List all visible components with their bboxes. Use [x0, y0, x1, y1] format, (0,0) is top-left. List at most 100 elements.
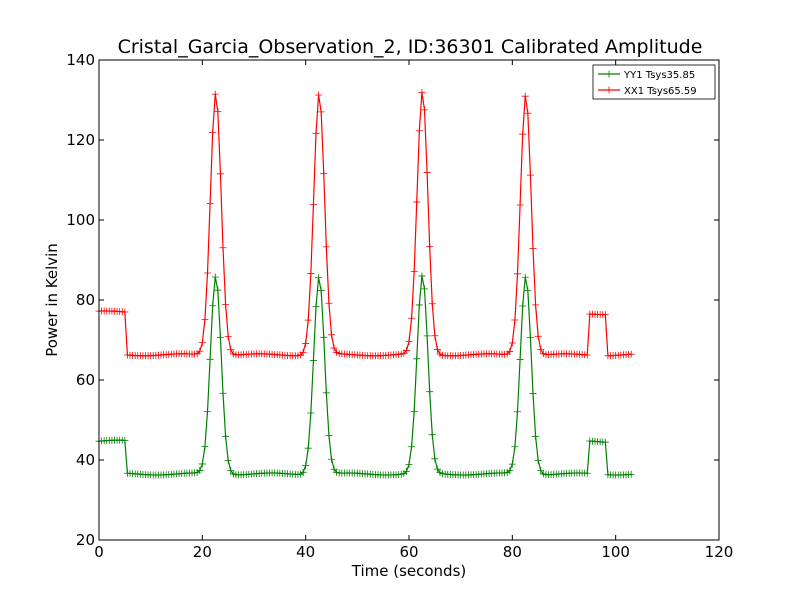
data-point: [299, 468, 307, 476]
data-point: [302, 462, 310, 470]
data-point: [227, 346, 235, 354]
data-point: [421, 285, 428, 293]
data-point: [309, 357, 317, 365]
y-tick-label: 60: [76, 371, 95, 389]
series-1: [95, 272, 635, 479]
data-point: [423, 168, 431, 176]
data-point: [537, 346, 545, 354]
data-point: [601, 311, 609, 319]
data-point: [410, 407, 418, 415]
chart-title: Cristal_Garcia_Observation_2, ID:36301 C…: [118, 36, 703, 58]
data-point: [328, 455, 335, 463]
data-point: [534, 332, 542, 340]
data-point: [307, 409, 315, 417]
data-point: [219, 389, 227, 397]
data-point: [309, 200, 317, 208]
data-point: [204, 269, 211, 277]
data-point: [328, 331, 335, 339]
data-point: [421, 106, 428, 114]
data-point: [526, 334, 534, 342]
data-point: [516, 201, 524, 209]
data-point: [506, 348, 514, 356]
data-point: [304, 444, 312, 452]
data-point: [418, 88, 426, 96]
data-point: [415, 301, 423, 309]
y-tick-label: 80: [76, 291, 95, 309]
data-point: [526, 171, 534, 179]
data-point: [410, 268, 418, 276]
data-point: [216, 333, 224, 341]
data-point: [317, 286, 325, 294]
data-point: [418, 272, 426, 280]
data-point: [209, 128, 217, 136]
data-point: [583, 351, 591, 359]
data-point: [320, 170, 328, 178]
data-point: [433, 465, 441, 473]
legend: YY1 Tsys35.85 XX1 Tsys65.59: [592, 64, 716, 100]
data-point: [209, 302, 217, 310]
data-point: [415, 127, 423, 135]
data-point: [532, 432, 540, 440]
data-point: [405, 461, 413, 468]
data-point: [508, 339, 516, 347]
data-point: [627, 470, 635, 478]
data-point: [330, 344, 338, 352]
data-point: [304, 316, 312, 324]
data-point: [315, 274, 323, 282]
data-point: [214, 107, 222, 115]
data-point: [423, 332, 431, 340]
data-point: [433, 345, 441, 353]
data-point: [511, 443, 519, 451]
data-point: [222, 301, 230, 309]
legend-marker: [605, 70, 613, 78]
data-point: [431, 332, 439, 340]
data-point: [583, 469, 591, 477]
legend-label: XX1 Tsys65.59: [624, 86, 697, 97]
data-point: [206, 200, 214, 208]
data-point: [222, 432, 230, 440]
legend-label: YY1 Tsys35.85: [623, 70, 695, 81]
data-point: [322, 389, 330, 397]
data-point: [408, 443, 416, 451]
data-point: [529, 389, 537, 397]
y-tick-label: 40: [76, 451, 95, 469]
data-point: [508, 460, 516, 468]
data-point: [428, 431, 436, 439]
data-point: [519, 130, 527, 138]
data-point: [428, 300, 436, 308]
x-tick-label: 40: [296, 543, 315, 561]
y-tick-label: 120: [66, 131, 95, 149]
data-point: [312, 303, 320, 311]
x-tick-label: 60: [399, 543, 418, 561]
data-point: [534, 456, 542, 464]
data-point: [514, 408, 521, 416]
data-point: [219, 244, 227, 252]
data-point: [524, 109, 532, 117]
x-tick-label: 0: [94, 543, 104, 561]
data-point: [325, 431, 333, 439]
data-point: [521, 273, 529, 281]
legend-marker: [605, 86, 613, 94]
data-point: [211, 90, 219, 98]
data-point: [426, 388, 434, 396]
data-point: [211, 273, 219, 281]
series-layer: [95, 88, 635, 479]
data-point: [408, 314, 416, 322]
x-tick-label: 120: [705, 543, 734, 561]
data-point: [224, 456, 232, 464]
data-point: [516, 356, 524, 364]
data-point: [402, 347, 410, 355]
data-point: [198, 339, 206, 347]
data-point: [601, 438, 609, 446]
data-point: [519, 302, 527, 310]
data-point: [214, 286, 222, 294]
data-point: [216, 170, 224, 178]
data-point: [532, 301, 540, 309]
data-point: [206, 355, 214, 363]
data-point: [196, 467, 204, 475]
data-point: [413, 198, 421, 206]
data-point: [121, 436, 129, 444]
legend-box: [592, 64, 716, 100]
